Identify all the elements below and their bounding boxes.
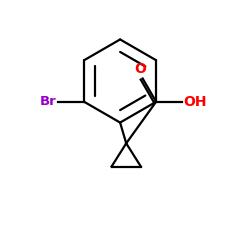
Text: OH: OH [183, 95, 206, 109]
Text: Br: Br [39, 95, 56, 108]
Text: O: O [134, 62, 146, 76]
